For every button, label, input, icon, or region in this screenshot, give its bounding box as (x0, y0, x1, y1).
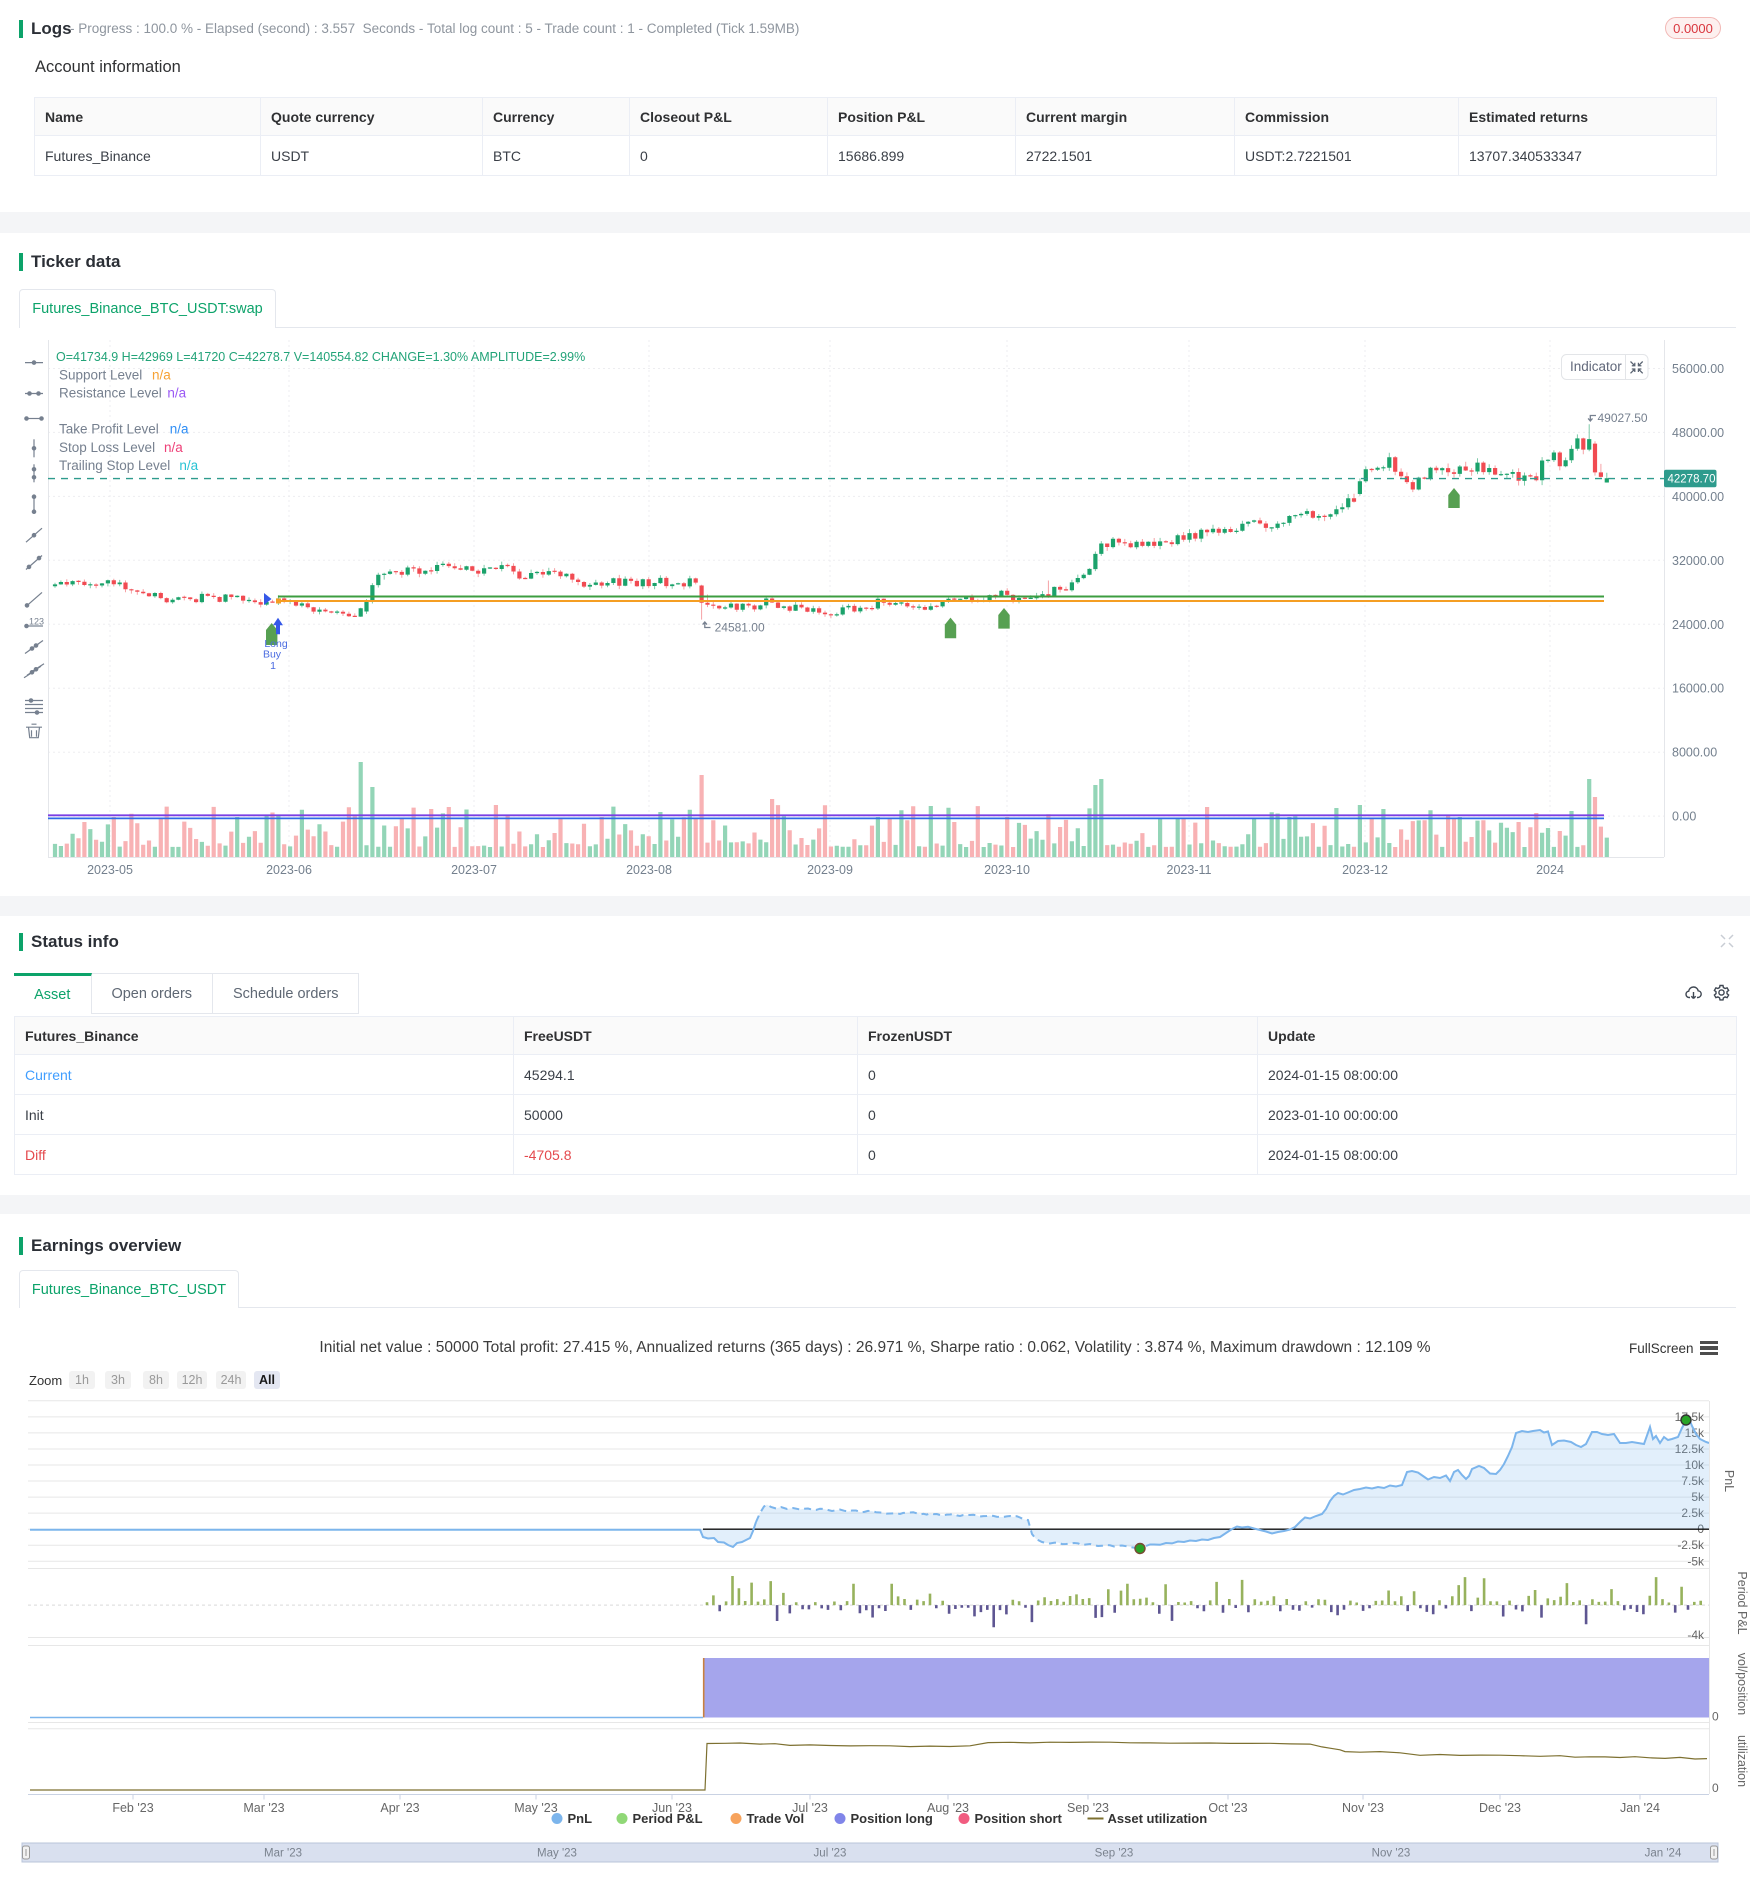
svg-text:Aug '23: Aug '23 (927, 1801, 969, 1815)
svg-text:Indicator: Indicator (1570, 359, 1622, 374)
svg-text:48000.00: 48000.00 (1672, 426, 1724, 440)
svg-text:24000.00: 24000.00 (1672, 618, 1724, 632)
svg-text:12.5k: 12.5k (1675, 1442, 1705, 1456)
svg-text:n/a: n/a (179, 458, 198, 473)
svg-text:Trade Vol: Trade Vol (747, 1811, 805, 1826)
svg-text:May '23: May '23 (537, 1848, 577, 1860)
svg-text:Jul '23: Jul '23 (814, 1848, 847, 1860)
svg-text:vol/position: vol/position (1735, 1653, 1749, 1716)
svg-text:Mar '23: Mar '23 (243, 1801, 284, 1815)
svg-text:32000.00: 32000.00 (1672, 554, 1724, 568)
svg-text:Take Profit Level: Take Profit Level (59, 422, 159, 437)
svg-text:-2.5k: -2.5k (1677, 1538, 1705, 1552)
svg-text:Sep '23: Sep '23 (1095, 1848, 1134, 1860)
svg-text:Jul '23: Jul '23 (792, 1801, 828, 1815)
svg-text:O=41734.9 H=42969 L=41720 C=42: O=41734.9 H=42969 L=41720 C=42278.7 V=14… (56, 350, 585, 364)
svg-text:Stop Loss Level: Stop Loss Level (59, 440, 155, 455)
svg-text:Buy: Buy (263, 649, 282, 661)
svg-text:Jan '24: Jan '24 (1645, 1848, 1682, 1860)
svg-text:2023-11: 2023-11 (1167, 863, 1212, 877)
svg-text:Jan '24: Jan '24 (1620, 1801, 1660, 1815)
svg-text:-5k: -5k (1687, 1554, 1705, 1568)
svg-text:Feb '23: Feb '23 (112, 1801, 153, 1815)
svg-text:Dec '23: Dec '23 (1479, 1801, 1521, 1815)
svg-text:2023-05: 2023-05 (87, 863, 133, 877)
svg-text:2024: 2024 (1536, 863, 1564, 877)
svg-text:123: 123 (29, 617, 44, 627)
svg-text:2023-08: 2023-08 (626, 863, 672, 877)
svg-text:1: 1 (270, 660, 276, 672)
svg-text:Apr '23: Apr '23 (380, 1801, 419, 1815)
svg-text:40000.00: 40000.00 (1672, 490, 1724, 504)
svg-text:n/a: n/a (170, 422, 189, 437)
svg-text:2023-10: 2023-10 (984, 863, 1030, 877)
svg-text:Position long: Position long (851, 1811, 933, 1826)
svg-text:Position short: Position short (975, 1811, 1063, 1826)
svg-text:PnL: PnL (1722, 1470, 1736, 1492)
svg-text:0: 0 (1712, 1781, 1719, 1795)
svg-text:2023-06: 2023-06 (266, 863, 312, 877)
svg-text:0.00: 0.00 (1672, 810, 1696, 824)
svg-text:2023-12: 2023-12 (1342, 863, 1388, 877)
svg-text:0: 0 (1712, 1710, 1719, 1724)
svg-text:Jun '23: Jun '23 (652, 1801, 692, 1815)
svg-text:7.5k: 7.5k (1681, 1474, 1705, 1488)
svg-text:Resistance Level: Resistance Level (59, 386, 162, 401)
svg-text:Period P&L: Period P&L (1735, 1571, 1749, 1634)
svg-text:Trailing Stop Level: Trailing Stop Level (59, 458, 170, 473)
svg-text:Nov '23: Nov '23 (1342, 1801, 1384, 1815)
svg-text:Sep '23: Sep '23 (1067, 1801, 1109, 1815)
svg-text:n/a: n/a (167, 386, 186, 401)
svg-text:Period P&L: Period P&L (633, 1811, 703, 1826)
svg-text:2023-09: 2023-09 (807, 863, 853, 877)
svg-text:n/a: n/a (164, 440, 183, 455)
svg-text:Mar '23: Mar '23 (264, 1848, 302, 1860)
svg-text:2023-07: 2023-07 (451, 863, 497, 877)
svg-text:Asset utilization: Asset utilization (1108, 1811, 1208, 1826)
svg-text:56000.00: 56000.00 (1672, 362, 1724, 376)
svg-text:-4k: -4k (1687, 1628, 1705, 1642)
svg-text:Oct '23: Oct '23 (1208, 1801, 1247, 1815)
svg-text:5k: 5k (1691, 1490, 1705, 1504)
svg-text:8000.00: 8000.00 (1672, 746, 1717, 760)
svg-text:n/a: n/a (152, 367, 171, 382)
svg-text:May '23: May '23 (514, 1801, 557, 1815)
svg-text:10k: 10k (1685, 1458, 1705, 1472)
svg-text:Support Level: Support Level (59, 367, 142, 382)
svg-text:42278.70: 42278.70 (1668, 473, 1716, 485)
svg-text:Long: Long (264, 638, 288, 650)
svg-text:24581.00: 24581.00 (715, 621, 765, 635)
svg-text:Nov '23: Nov '23 (1372, 1848, 1411, 1860)
svg-text:2.5k: 2.5k (1681, 1506, 1705, 1520)
svg-text:49027.50: 49027.50 (1598, 411, 1648, 425)
svg-text:utilization: utilization (1735, 1735, 1749, 1787)
svg-text:16000.00: 16000.00 (1672, 682, 1724, 696)
svg-text:PnL: PnL (568, 1811, 593, 1826)
